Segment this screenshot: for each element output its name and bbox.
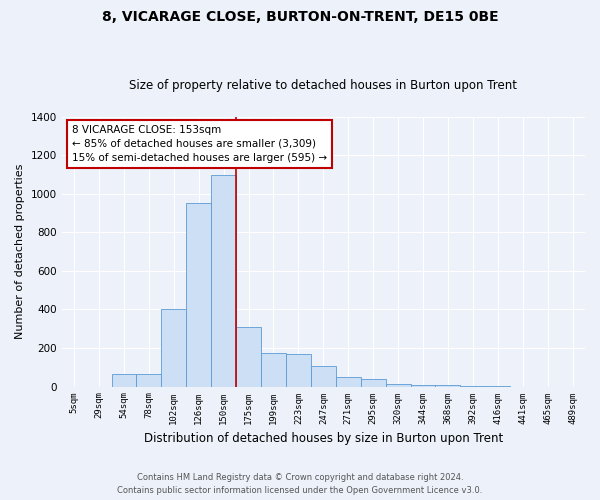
Bar — [112, 374, 136, 386]
Bar — [136, 374, 161, 386]
Bar — [311, 366, 336, 386]
Bar — [286, 354, 311, 386]
Title: Size of property relative to detached houses in Burton upon Trent: Size of property relative to detached ho… — [130, 79, 517, 92]
Bar — [361, 379, 386, 386]
Y-axis label: Number of detached properties: Number of detached properties — [15, 164, 25, 340]
Bar — [236, 327, 261, 386]
Bar — [211, 174, 236, 386]
Bar — [336, 377, 361, 386]
Bar — [386, 384, 410, 386]
Text: 8, VICARAGE CLOSE, BURTON-ON-TRENT, DE15 0BE: 8, VICARAGE CLOSE, BURTON-ON-TRENT, DE15… — [101, 10, 499, 24]
Text: Contains HM Land Registry data © Crown copyright and database right 2024.
Contai: Contains HM Land Registry data © Crown c… — [118, 474, 482, 495]
Bar — [261, 353, 286, 386]
Text: 8 VICARAGE CLOSE: 153sqm
← 85% of detached houses are smaller (3,309)
15% of sem: 8 VICARAGE CLOSE: 153sqm ← 85% of detach… — [72, 125, 327, 163]
X-axis label: Distribution of detached houses by size in Burton upon Trent: Distribution of detached houses by size … — [144, 432, 503, 445]
Bar — [186, 204, 211, 386]
Bar — [161, 310, 186, 386]
Bar — [410, 385, 436, 386]
Bar — [436, 384, 460, 386]
